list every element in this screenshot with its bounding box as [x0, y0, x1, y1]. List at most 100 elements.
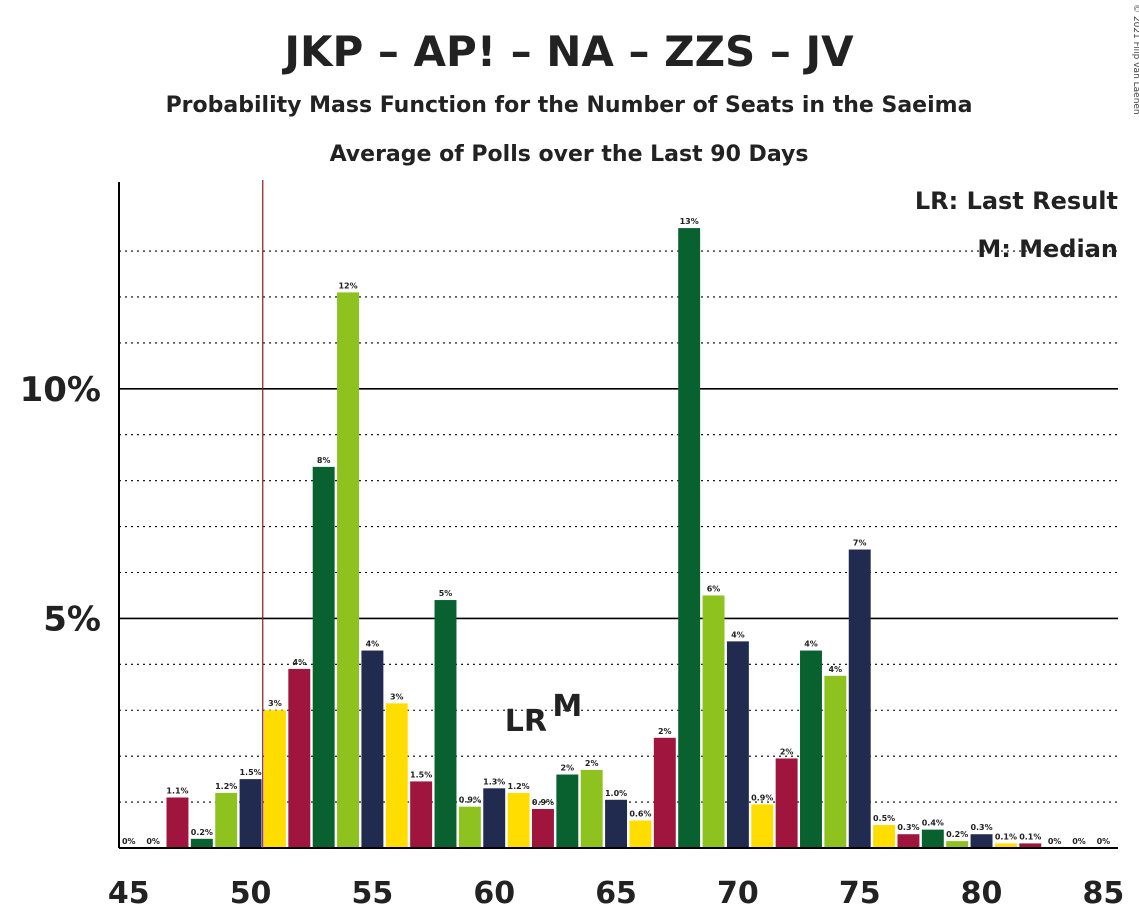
data-labels-group: 0% 0%1.1%0.2%1.2%1.5%3%4%8%12%4%3%1.5%5%0… — [122, 217, 1110, 846]
data-label-seat-76: 0.5% — [873, 814, 895, 823]
data-label-seat-57: 1.5% — [410, 770, 432, 779]
x-tick-label-55: 55 — [352, 876, 394, 911]
bar-seat-51 — [263, 710, 286, 848]
bar-seat-61 — [507, 792, 530, 848]
bar-seat-79 — [946, 841, 969, 848]
bar-seat-69 — [702, 595, 725, 848]
x-tick-label-50: 50 — [230, 876, 272, 911]
data-label-seat-52: 4% — [293, 658, 307, 667]
bar-seat-57 — [410, 781, 433, 848]
median-marker: M — [552, 689, 582, 724]
data-label-seat-60: 1.3% — [483, 777, 505, 786]
x-tick-label-60: 60 — [473, 876, 515, 911]
bar-seat-62 — [532, 808, 554, 848]
bar-seat-78 — [921, 829, 944, 848]
bar-seat-68 — [678, 228, 701, 848]
data-label-seat-67: 2% — [658, 727, 672, 736]
bar-seat-81 — [994, 843, 1017, 848]
axes: 45 50 55 60 65 70 75 80 85 5% 10% — [20, 182, 1125, 911]
x-tick-label-80: 80 — [961, 876, 1003, 911]
data-label-seat-73: 4% — [804, 640, 818, 649]
data-label-seat-63: 2% — [561, 764, 575, 773]
data-label-seat-85: 0% — [1097, 837, 1111, 846]
x-tick-label-70: 70 — [717, 876, 759, 911]
data-label-seat-51: 3% — [268, 699, 282, 708]
chart-subtitle-2: Average of Polls over the Last 90 Days — [330, 142, 809, 167]
bar-seat-54 — [337, 292, 360, 848]
x-tick-label-85: 85 — [1083, 876, 1125, 911]
bar-seat-82 — [1019, 843, 1042, 848]
bar-seat-65 — [605, 799, 628, 848]
bar-seat-59 — [458, 806, 481, 848]
bar-seat-66 — [629, 820, 652, 848]
bar-seat-55 — [361, 650, 384, 848]
data-label-seat-53: 8% — [317, 456, 331, 465]
data-label-seat-70: 4% — [731, 630, 745, 639]
data-label-seat-79: 0.2% — [946, 830, 968, 839]
markers-group: LR M — [262, 180, 582, 848]
data-label-seat-64: 2% — [585, 759, 599, 768]
data-label-seat-78: 0.4% — [922, 819, 944, 828]
copyright-note: © 2021 Filip van Laenen — [1131, 4, 1139, 115]
data-label-seat-80: 0.3% — [970, 823, 992, 832]
data-label-seat-49: 1.2% — [215, 782, 237, 791]
data-label-seat-59: 0.9% — [459, 796, 481, 805]
data-label-seat-58: 5% — [439, 589, 453, 598]
data-label-seat-75: 7% — [853, 539, 867, 548]
bar-seat-47 — [166, 797, 189, 848]
last-result-marker: LR — [505, 704, 547, 739]
data-label-seat-54: 12% — [338, 281, 357, 290]
y-tick-label-5: 5% — [43, 599, 101, 639]
data-label-seat-72: 2% — [780, 747, 794, 756]
x-tick-label-65: 65 — [595, 876, 637, 911]
bar-seat-50 — [239, 779, 262, 848]
data-label-seat-84: 0% — [1072, 837, 1086, 846]
data-label-seat-81: 0.1% — [995, 832, 1017, 841]
bar-seat-73 — [800, 650, 822, 848]
bar-seat-77 — [897, 834, 920, 848]
legend-last-result: LR: Last Result — [915, 187, 1118, 215]
data-label-seat-56: 3% — [390, 692, 404, 701]
x-tick-label-45: 45 — [108, 876, 150, 911]
data-label-seat-47: 1.1% — [166, 786, 188, 795]
bar-seat-76 — [873, 825, 896, 848]
bar-seat-71 — [751, 804, 774, 848]
legend-median: M: Median — [977, 235, 1118, 263]
bar-seat-56 — [385, 703, 408, 848]
data-label-seat-69: 6% — [707, 584, 721, 593]
bar-seat-63 — [556, 774, 579, 848]
data-label-seat-50: 1.5% — [239, 768, 261, 777]
bar-seat-67 — [653, 737, 676, 848]
data-label-seat-83: 0% — [1048, 837, 1062, 846]
bar-seat-60 — [483, 788, 506, 848]
x-tick-label-75: 75 — [839, 876, 881, 911]
data-label-seat-62: 0.9% — [532, 798, 554, 807]
y-tick-label-10: 10% — [20, 370, 101, 410]
bar-seat-64 — [580, 769, 603, 848]
bar-seat-70 — [726, 641, 749, 848]
data-label-seat-55: 4% — [366, 640, 380, 649]
gridlines — [119, 250, 1118, 803]
data-label-seat-45: 0% — [122, 837, 136, 846]
bar-seat-74 — [824, 675, 847, 848]
chart-subtitle: Probability Mass Function for the Number… — [166, 93, 973, 118]
data-label-seat-74: 4% — [829, 665, 843, 674]
data-label-seat-66: 0.6% — [629, 809, 651, 818]
bar-seat-80 — [970, 834, 993, 848]
bars-group — [166, 228, 1042, 848]
data-label-seat-65: 1.0% — [605, 789, 627, 798]
data-label-seat-46: 0% — [146, 837, 160, 846]
data-label-seat-71: 0.9% — [751, 793, 773, 802]
data-label-seat-61: 1.2% — [508, 782, 530, 791]
bar-seat-48 — [190, 838, 213, 848]
bar-seat-52 — [288, 668, 311, 848]
bar-seat-58 — [434, 600, 457, 848]
bar-seat-75 — [848, 549, 871, 848]
bar-seat-49 — [215, 792, 238, 848]
data-label-seat-68: 13% — [680, 217, 699, 226]
chart-title: JKP – AP! – NA – ZZS – JV — [281, 27, 854, 76]
bar-seat-53 — [312, 466, 335, 848]
bar-seat-72 — [775, 758, 798, 848]
data-label-seat-77: 0.3% — [897, 823, 919, 832]
